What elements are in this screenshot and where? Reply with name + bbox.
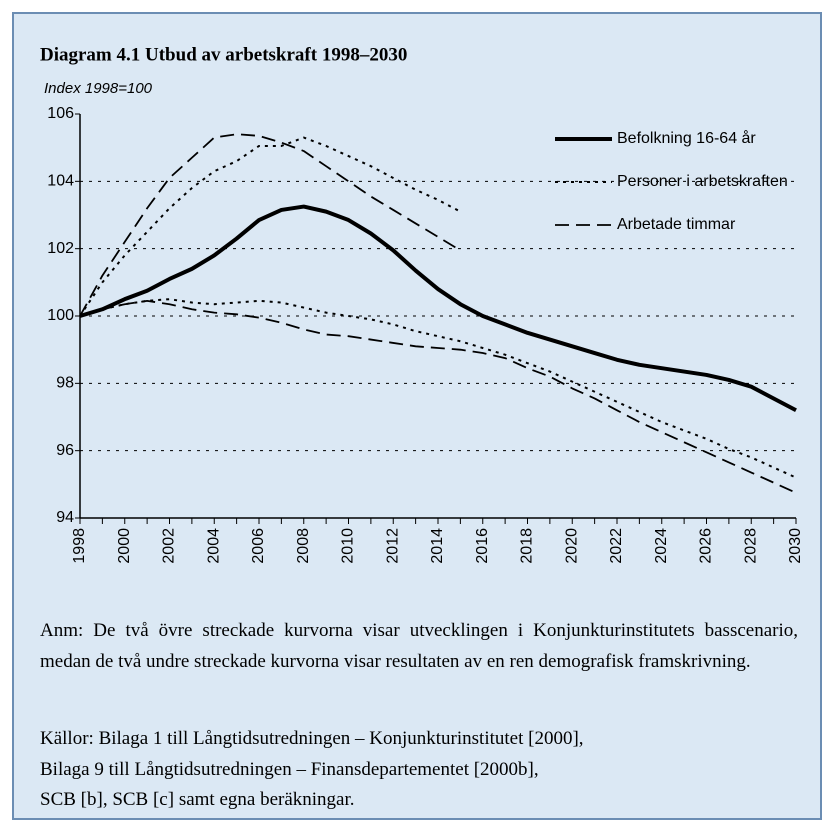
x-tick-label: 2014	[429, 528, 446, 564]
chart-title: Diagram 4.1 Utbud av arbetskraft 1998–20…	[40, 44, 407, 65]
panel	[12, 12, 822, 820]
x-tick-label: 2030	[787, 528, 804, 564]
x-tick-label: 2010	[340, 528, 357, 564]
x-tick-label: 2016	[474, 528, 491, 564]
legend-label: Arbetade timmar	[617, 216, 736, 233]
x-tick-label: 2002	[161, 528, 178, 564]
y-tick-label: 104	[47, 173, 74, 190]
sources: Källor: Bilaga 1 till Långtidsutredninge…	[40, 724, 798, 816]
y-tick-label: 94	[56, 509, 74, 526]
x-tick-label: 2022	[608, 528, 625, 564]
source-line: Bilaga 9 till Långtidsutredningen – Fina…	[40, 758, 539, 780]
series-line	[79, 133, 461, 317]
x-tick-label: 2028	[742, 528, 759, 564]
x-tick-label: 2008	[295, 528, 312, 564]
x-tick-label: 2026	[698, 528, 715, 564]
x-tick-label: 1998	[71, 528, 88, 564]
y-tick-label: 106	[47, 105, 74, 122]
series-line	[79, 204, 797, 413]
x-tick-label: 2020	[563, 528, 580, 564]
source-line: SCB [b], SCB [c] samt egna beräkningar.	[40, 789, 355, 810]
x-tick-label: 2000	[116, 528, 133, 564]
legend-label: Personer i arbetskraften	[617, 173, 788, 190]
note: Anm: De två övre streckade kurvorna visa…	[40, 620, 798, 672]
x-tick-label: 2018	[519, 528, 536, 564]
y-tick-label: 96	[56, 442, 74, 459]
legend-label: Befolkning 16-64 år	[617, 129, 756, 147]
source-line: Källor: Bilaga 1 till Långtidsutredninge…	[40, 728, 584, 749]
x-tick-label: 2004	[205, 528, 222, 564]
x-tick-label: 2024	[653, 528, 670, 564]
chart: Diagram 4.1 Utbud av arbetskraft 1998–20…	[40, 44, 804, 564]
y-tick-label: 98	[56, 375, 74, 392]
series-line	[79, 299, 797, 494]
y-tick-label: 102	[47, 240, 74, 257]
y-axis-label: Index 1998=100	[44, 80, 153, 97]
x-tick-label: 2006	[250, 528, 267, 564]
y-tick-label: 100	[47, 307, 74, 324]
series-line	[79, 136, 461, 317]
series-line	[79, 298, 797, 479]
x-tick-label: 2012	[384, 528, 401, 564]
